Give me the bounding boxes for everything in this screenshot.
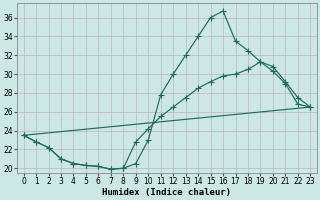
X-axis label: Humidex (Indice chaleur): Humidex (Indice chaleur) xyxy=(102,188,231,197)
